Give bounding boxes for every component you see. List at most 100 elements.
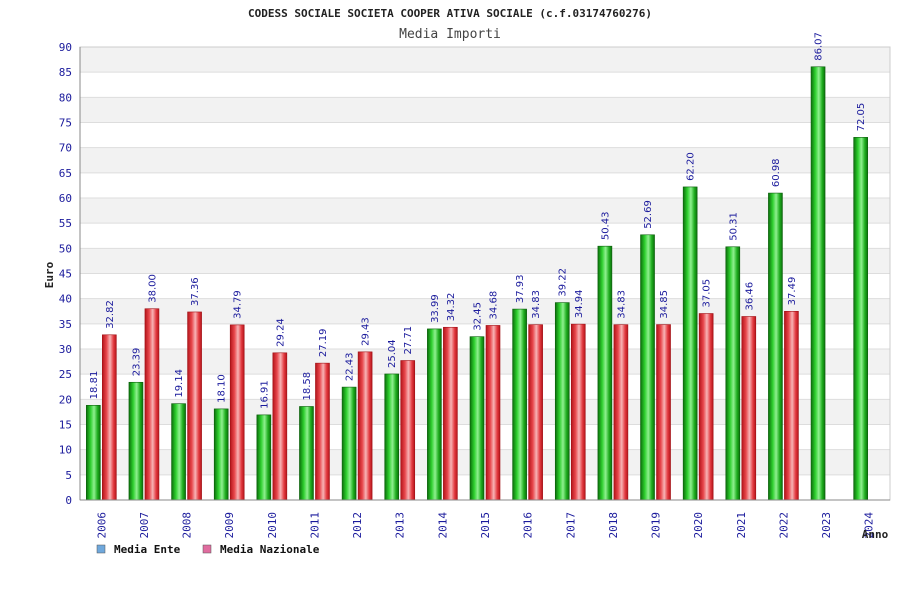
value-label-media-ente: 32.45 — [473, 302, 484, 331]
y-tick-label: 35 — [59, 318, 72, 331]
y-tick-label: 45 — [59, 268, 72, 281]
value-label-media-ente: 23.39 — [131, 348, 142, 377]
x-tick-label: 2018 — [607, 512, 620, 539]
bar-media-ente — [640, 234, 655, 501]
value-labels: 18.81 32.82 23.39 38.00 19.14 37.36 18.10 34.79… — [89, 32, 867, 409]
bar-media-nazionale — [698, 313, 714, 501]
value-label-media-nazionale: 37.36 — [190, 277, 201, 306]
x-axis-label: Anno — [862, 528, 889, 541]
x-tick-label: 2011 — [308, 512, 321, 539]
bar-media-ente — [597, 245, 613, 501]
bar-media-nazionale — [229, 324, 245, 501]
y-tick-label: 30 — [59, 343, 72, 356]
bar-media-ente — [768, 192, 783, 501]
legend-swatch-media-nazionale — [202, 544, 212, 554]
x-tick-label: 2007 — [138, 512, 151, 539]
bar-media-ente — [469, 336, 485, 501]
bar-media-nazionale — [400, 360, 416, 501]
grid-band — [80, 97, 890, 123]
value-label-media-nazionale: 32.82 — [105, 300, 116, 329]
x-tick-label: 2009 — [223, 512, 236, 539]
chart-subtitle: Media Importi — [399, 27, 501, 42]
x-tick-label: 2020 — [692, 512, 705, 539]
value-label-media-ente: 72.05 — [856, 103, 867, 132]
value-label-media-ente: 18.81 — [89, 371, 100, 400]
y-tick-label: 10 — [59, 444, 72, 457]
value-label-media-ente: 86.07 — [814, 32, 825, 61]
bar-media-ente — [725, 246, 741, 501]
bar-media-ente — [341, 386, 357, 501]
x-tick-label: 2017 — [564, 512, 577, 539]
value-label-media-nazionale: 36.46 — [744, 282, 755, 311]
x-tick-label: 2015 — [479, 512, 492, 539]
value-label-media-nazionale: 34.79 — [233, 290, 244, 319]
y-axis: 0 5 10 15 20 25 30 35 40 45 50 55 60 65 70 75 80 85 90 — [59, 41, 81, 507]
bar-media-nazionale — [741, 316, 757, 501]
value-label-media-ente: 18.10 — [217, 374, 228, 403]
bar-media-nazionale — [613, 324, 629, 501]
value-label-media-ente: 22.43 — [345, 352, 356, 381]
value-label-media-nazionale: 34.85 — [659, 290, 670, 319]
bar-media-nazionale — [102, 334, 117, 501]
legend: Media Ente Media Nazionale — [96, 543, 320, 556]
bar-media-nazionale — [570, 323, 586, 501]
bar-media-ente — [810, 66, 826, 501]
bar-media-nazionale — [485, 325, 501, 501]
y-tick-label: 75 — [59, 117, 72, 130]
x-tick-label: 2014 — [436, 512, 449, 539]
value-label-media-nazionale: 34.94 — [574, 289, 585, 318]
bar-media-ente — [853, 137, 868, 501]
y-tick-label: 0 — [65, 494, 72, 507]
bar-media-nazionale — [315, 362, 330, 501]
y-tick-label: 25 — [59, 368, 72, 381]
y-tick-label: 85 — [59, 66, 72, 79]
value-label-media-nazionale: 27.71 — [403, 326, 414, 355]
x-tick-label: 2022 — [777, 512, 790, 539]
value-label-media-nazionale: 29.43 — [361, 317, 372, 346]
bar-media-nazionale — [443, 326, 458, 501]
bar-media-nazionale — [144, 308, 160, 501]
chart-title: CODESS SOCIALE SOCIETA COOPER ATIVA SOCI… — [248, 7, 652, 20]
grid-band — [80, 198, 890, 224]
bar-media-nazionale — [357, 351, 373, 501]
value-label-media-ente: 50.43 — [600, 212, 611, 241]
value-label-media-ente: 25.04 — [387, 339, 398, 368]
y-tick-label: 40 — [59, 293, 72, 306]
bar-media-nazionale — [187, 311, 202, 501]
y-tick-label: 55 — [59, 217, 72, 230]
bars — [86, 66, 868, 501]
value-label-media-ente: 60.98 — [771, 158, 782, 187]
x-tick-label: 2021 — [735, 512, 748, 539]
value-label-media-ente: 18.58 — [302, 372, 313, 401]
value-label-media-nazionale: 29.24 — [275, 318, 286, 347]
grid-band — [80, 47, 890, 73]
y-tick-label: 20 — [59, 393, 72, 406]
value-label-media-nazionale: 34.32 — [446, 293, 457, 322]
legend-label-media-ente: Media Ente — [114, 543, 181, 556]
bar-media-ente — [256, 414, 272, 501]
bar-media-nazionale — [656, 324, 671, 501]
bar-media-ente — [512, 308, 527, 501]
value-label-media-nazionale: 37.05 — [702, 279, 713, 308]
bar-media-nazionale — [528, 324, 543, 501]
x-tick-label: 2023 — [820, 512, 833, 539]
value-label-media-ente: 19.14 — [174, 369, 185, 398]
value-label-media-nazionale: 27.19 — [318, 329, 329, 358]
value-label-media-ente: 37.93 — [515, 274, 526, 303]
value-label-media-ente: 62.20 — [686, 152, 697, 181]
legend-swatch-media-ente — [96, 544, 106, 554]
bar-media-ente — [128, 381, 144, 501]
x-axis: 2006 2007 2008 2009 2010 2011 2012 2013 2014 2015… — [80, 499, 890, 539]
grid-band — [80, 248, 890, 274]
value-label-media-ente: 39.22 — [558, 268, 569, 297]
bar-media-ente — [299, 406, 314, 501]
value-label-media-ente: 52.69 — [643, 200, 654, 229]
value-label-media-nazionale: 34.83 — [616, 290, 627, 319]
x-tick-label: 2019 — [650, 512, 663, 539]
value-label-media-ente: 16.91 — [259, 380, 270, 409]
x-tick-label: 2016 — [522, 512, 535, 539]
y-tick-label: 80 — [59, 91, 72, 104]
y-tick-label: 5 — [65, 469, 72, 482]
